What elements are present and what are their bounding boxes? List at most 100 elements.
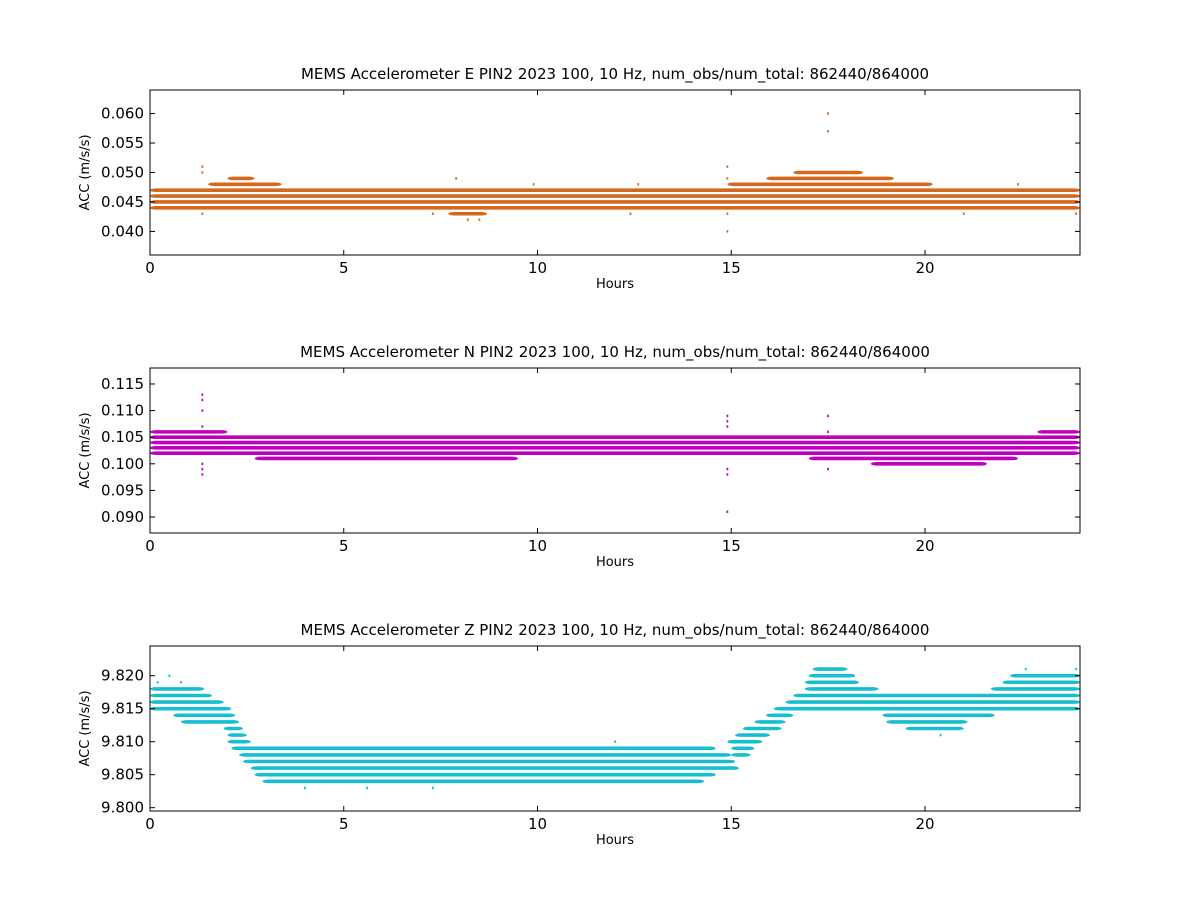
x-tick-label: 20 [915,259,934,277]
y-tick-label: 0.095 [101,481,144,499]
data-point [753,435,756,439]
x-tick-label: 0 [145,815,155,833]
data-point [827,430,830,434]
data-band [882,713,995,718]
data-band [731,746,755,751]
data-point [466,218,469,221]
data-band [250,766,739,770]
data-band [1010,673,1080,678]
x-tick-label: 5 [339,815,349,833]
data-point [156,681,159,684]
y-tick-label: 0.115 [101,375,144,393]
subplot-2: MEMS Accelerometer N PIN2 2023 100, 10 H… [78,343,1081,570]
data-band [150,700,224,704]
data-band [793,693,1080,698]
data-band [731,753,751,757]
data-band [150,206,1080,210]
data-point [532,183,535,186]
data-band [1002,680,1080,685]
data-point [637,183,640,186]
data-band [243,759,736,764]
data-point [939,733,942,737]
data-point [726,467,729,471]
y-tick-label: 9.810 [101,733,144,751]
data-point [201,467,204,471]
data-point [168,674,171,677]
data-point [726,510,729,513]
data-point [827,130,830,133]
data-band [227,176,255,181]
data-band [150,430,228,434]
data-band [766,713,794,718]
data-point [201,393,204,396]
data-series [150,667,1080,790]
data-point [726,177,729,180]
data-band [239,753,732,757]
data-band [231,746,716,751]
x-tick-label: 5 [339,259,349,277]
x-tick-label: 0 [145,259,155,277]
data-series [150,393,1080,513]
data-band [223,726,243,731]
plot-frame [149,645,1081,812]
y-tick-label: 9.820 [101,667,144,685]
data-band [208,182,282,187]
data-point [497,747,500,750]
y-axis-label: ACC (m/s/s) [78,412,93,488]
y-tick-label: 0.105 [101,428,144,446]
y-tick-label: 0.110 [101,402,144,420]
x-axis-label: Hours [596,555,634,570]
data-point [201,398,204,402]
data-band [727,739,763,744]
data-band [735,733,770,737]
data-point [726,425,729,428]
chart-title: MEMS Accelerometer E PIN2 2023 100, 10 H… [301,65,929,84]
data-band [448,211,488,216]
x-axis-label: Hours [596,833,634,848]
y-axis-label: ACC (m/s/s) [78,690,93,766]
data-point [201,425,204,428]
data-band [793,170,863,175]
data-point [726,473,729,476]
data-point [201,409,204,412]
x-axis-label: Hours [596,277,634,292]
data-point [827,467,830,471]
data-point [459,747,461,750]
data-point [962,212,965,215]
data-band [150,435,1080,439]
data-band [150,446,1080,450]
data-band [1037,430,1080,434]
data-band [150,440,1080,445]
data-band [754,720,786,724]
data-point [505,435,508,439]
data-point [726,165,729,168]
data-point [478,218,481,221]
plot-frame [149,367,1081,534]
chart-title: MEMS Accelerometer N PIN2 2023 100, 10 H… [300,343,930,362]
y-tick-label: 0.055 [101,134,144,152]
plot-frame [149,89,1081,256]
data-band [870,462,987,466]
y-tick-label: 0.050 [101,164,144,182]
data-point [431,786,434,790]
data-point [1075,667,1078,671]
data-band [150,200,1080,204]
data-point [455,177,458,180]
data-point [1024,667,1027,671]
x-tick-label: 10 [528,259,547,277]
x-tick-label: 15 [722,537,741,555]
data-point [1075,212,1078,215]
data-band [804,680,860,685]
data-point [726,230,729,233]
data-point [201,473,204,476]
x-tick-label: 20 [915,815,934,833]
data-band [150,188,1080,192]
data-band [812,667,848,671]
data-band [990,687,1080,691]
data-point [827,414,830,418]
data-band [254,772,716,777]
data-band [173,713,236,718]
data-band [150,693,212,698]
data-point [1017,183,1019,186]
